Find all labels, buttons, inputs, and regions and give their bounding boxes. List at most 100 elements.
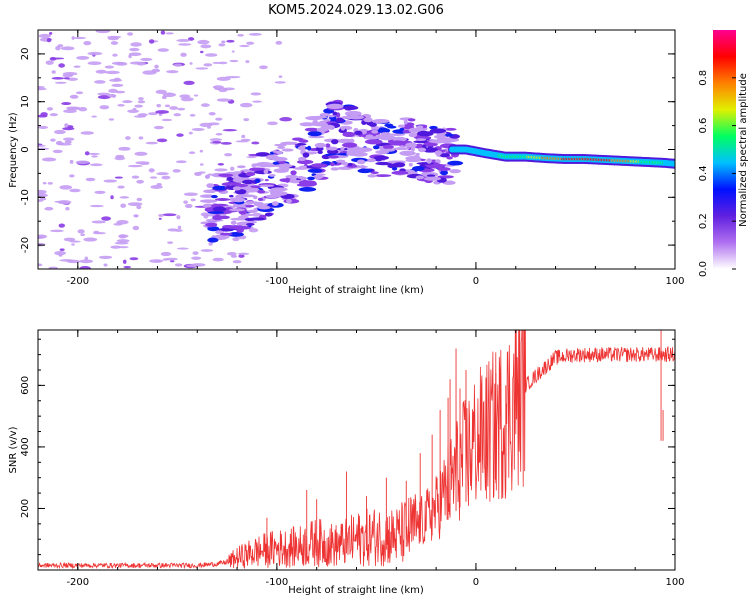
spectrogram-ridge-blob: [349, 138, 355, 144]
spectrogram-ridge-blob: [360, 164, 366, 170]
spectrogram-ridge-blob: [382, 144, 394, 150]
spectrogram-noise-blob: [136, 205, 142, 210]
spectrogram-y-ticks: -20 -10 0 10 20: [20, 29, 675, 270]
spectrogram-ridge-blob: [416, 125, 424, 129]
spectrogram-ridge-blob: [229, 208, 246, 212]
spectrogram-noise-blob: [151, 68, 161, 73]
spectrogram-ridge-blob: [408, 162, 413, 167]
spectrogram-noise-blob: [222, 87, 235, 91]
spectrogram-noise-blob: [217, 163, 225, 166]
spectrogram-noise-blob: [274, 81, 286, 84]
spectrogram-ridge-blob: [426, 174, 436, 177]
spectrogram-noise-blob: [252, 212, 262, 217]
spectrogram-noise-blob: [115, 61, 128, 66]
spectrogram-x-ticks: -200 -100 0 100: [37, 30, 685, 287]
spectrogram-ridge-blob: [434, 150, 443, 156]
spectrogram-noise-blob: [238, 254, 245, 258]
spectrogram-noise-blob: [108, 118, 115, 121]
spectrogram-noise-blob: [87, 51, 103, 56]
figure-title: KOM5.2024.029.13.02.G06: [268, 3, 444, 18]
spectrogram-ridge-blob: [204, 174, 211, 179]
spectrogram-ridge-blob: [408, 127, 420, 133]
spectrogram-noise-blob: [241, 134, 246, 139]
spectrogram-noise-blob: [145, 141, 158, 145]
spectrogram-ridge-blob: [346, 151, 363, 157]
spectrogram-noise-blob: [50, 229, 64, 233]
spectrogram-ridge-blob: [211, 195, 218, 199]
spectrogram-noise-blob: [174, 263, 183, 267]
spectrogram-noise-blob: [64, 140, 72, 145]
spectrogram-noise-blob: [78, 106, 88, 112]
spectrogram-noise-blob: [87, 152, 101, 155]
spectrogram-noise-blob: [188, 131, 193, 135]
spectrogram-noise-blob: [117, 185, 125, 189]
spectrogram-ridge-blob: [316, 127, 329, 132]
spectrogram-ridge-blob: [344, 110, 362, 117]
spectrogram-ridge-blob: [317, 150, 323, 155]
spectrogram-noise-blob: [79, 266, 91, 269]
spectrogram-noise-blob: [38, 125, 49, 129]
snr-marks: [38, 330, 675, 570]
spectrogram-ridge-blob: [343, 105, 359, 111]
spectrogram-ridge-blob: [236, 228, 244, 233]
spectrogram-noise-blob: [39, 197, 47, 201]
spectrogram-noise-blob: [186, 264, 199, 268]
snr-y-tick-label: 400: [20, 437, 31, 456]
spectrogram-noise-blob: [136, 197, 143, 202]
spectrogram-ridge-blob: [272, 156, 288, 162]
spectrogram-ridge-blob: [215, 230, 224, 235]
spectrogram-noise-blob: [157, 48, 169, 52]
spectrogram-ridge-blob: [405, 158, 422, 163]
spectrogram-noise-blob: [150, 185, 163, 189]
spectrogram-noise-blob: [248, 228, 259, 233]
spectrogram-noise-blob: [245, 60, 250, 64]
spectrogram-noise-blob: [127, 164, 143, 168]
spectrogram-noise-blob: [97, 92, 111, 96]
spectrogram-noise-blob: [119, 196, 130, 199]
spectrogram-noise-blob: [46, 107, 53, 111]
spectrogram-noise-blob: [133, 214, 139, 218]
spectrogram-noise-blob: [207, 122, 220, 126]
spectrogram-noise-blob: [214, 168, 228, 172]
spectrogram-ridge-blob: [297, 145, 308, 151]
spectrogram-noise-blob: [38, 193, 48, 198]
spectrogram-noise-blob: [170, 260, 175, 263]
spectrogram-noise-blob: [176, 215, 181, 220]
spectrogram-ridge-blob: [341, 115, 360, 119]
spectrogram-ridge-blob: [310, 163, 328, 168]
spectrogram-noise-blob: [137, 113, 148, 117]
spectrogram-ridge-blob: [446, 156, 453, 160]
spectrogram-noise-blob: [189, 114, 196, 117]
spectrogram-noise-blob: [164, 104, 171, 108]
spectrogram-noise-blob: [83, 40, 92, 46]
spectrogram-noise-blob: [176, 39, 191, 42]
spectrogram-noise-blob: [205, 53, 218, 57]
spectrogram-noise-blob: [237, 34, 244, 37]
spectrogram-noise-blob: [106, 35, 122, 39]
spectrogram-noise-blob: [173, 63, 183, 67]
spectrogram-ridge-blob: [212, 185, 228, 191]
spectrogram-ridge-blob: [214, 198, 231, 201]
spectrogram-ridge-blob: [298, 139, 309, 143]
spectrogram-noise-blob: [239, 102, 253, 108]
spectrogram-ridge-blob: [388, 133, 406, 137]
spectrogram-ridge-blob: [249, 167, 266, 172]
spectrogram-noise-blob: [45, 60, 54, 65]
spectrogram-ridge-blob: [245, 204, 255, 208]
spectrogram-noise-blob: [63, 237, 76, 242]
spectrogram-noise-blob: [194, 172, 202, 177]
spectrogram-noise-blob: [209, 138, 223, 142]
spectrogram-ridge-blob: [418, 147, 427, 153]
spectrogram-noise-blob: [132, 107, 137, 111]
spectrogram-noise-blob: [237, 252, 250, 255]
spectrogram-ridge-blob: [277, 145, 286, 150]
spectrogram-noise-blob: [131, 175, 140, 179]
snr-x-axis-label: Height of straight line (km): [288, 585, 424, 596]
spectrogram-noise-blob: [180, 97, 194, 102]
spectrogram-ridge-blob: [247, 209, 258, 214]
spectrogram-noise-blob: [58, 63, 66, 68]
spectrogram-noise-blob: [158, 213, 164, 217]
spectrogram-noise-blob: [149, 176, 158, 179]
spectrogram-noise-blob: [42, 182, 47, 185]
spectrogram-ridge-blob: [230, 220, 237, 225]
